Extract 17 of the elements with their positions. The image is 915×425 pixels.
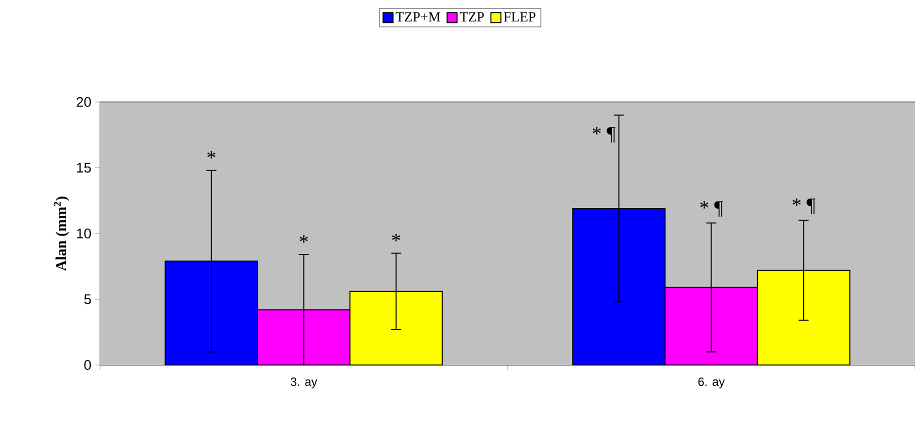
y-axis-title: Alan (mm$^{2}$) bbox=[54, 196, 70, 271]
y-tick-label: 10 bbox=[77, 228, 91, 238]
legend-label: TZP bbox=[460, 12, 484, 22]
legend-label: FLEP bbox=[504, 12, 536, 22]
legend-label: TZP+M bbox=[396, 12, 440, 22]
x-tick-label: 6. ay bbox=[698, 378, 725, 388]
annotation: * ¶ bbox=[592, 127, 616, 143]
annotation: * bbox=[300, 235, 308, 243]
annotation: * bbox=[207, 151, 216, 158]
annotation: * bbox=[392, 234, 400, 242]
y-tick-label: 15 bbox=[77, 162, 91, 173]
annotation: * ¶ bbox=[700, 201, 724, 217]
y-tick-label: 5 bbox=[84, 294, 91, 304]
annotation: * ¶ bbox=[792, 198, 816, 214]
x-tick-label: 3. ay bbox=[290, 378, 318, 388]
y-tick-label: 20 bbox=[76, 97, 91, 107]
y-tick-label: 0 bbox=[84, 360, 91, 370]
